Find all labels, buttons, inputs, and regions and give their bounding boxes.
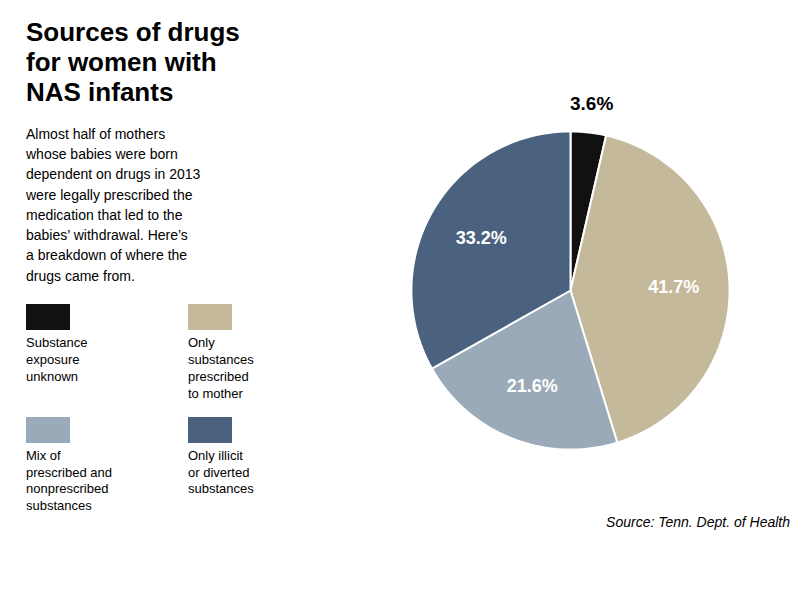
svg-text:41.7%: 41.7%	[648, 277, 699, 297]
svg-text:33.2%: 33.2%	[456, 228, 507, 248]
html-text:Substance exposure unknown: Substance exposure unknown	[26, 335, 88, 384]
svg-text:3.6%: 3.6%	[570, 93, 613, 114]
html-text:Only illicit or diverted subst: Only illicit or diverted substances	[188, 447, 254, 497]
html-text:Only substances prescribed to: Only substances prescribed to mother	[188, 335, 254, 401]
html-text:Sources of drugs for women wit: Sources of drugs for women with NAS infa…	[26, 17, 240, 107]
html-text:Almost half of mothers whose b: Almost half of mothers whose babies were…	[26, 125, 201, 284]
svg-text:21.6%: 21.6%	[507, 376, 558, 396]
html-text:Mix of prescribed and nonpresc: Mix of prescribed and nonprescribed subs…	[26, 447, 112, 514]
html-text:Source: Tenn. Dept. of Health: Source: Tenn. Dept. of Health	[606, 514, 790, 530]
